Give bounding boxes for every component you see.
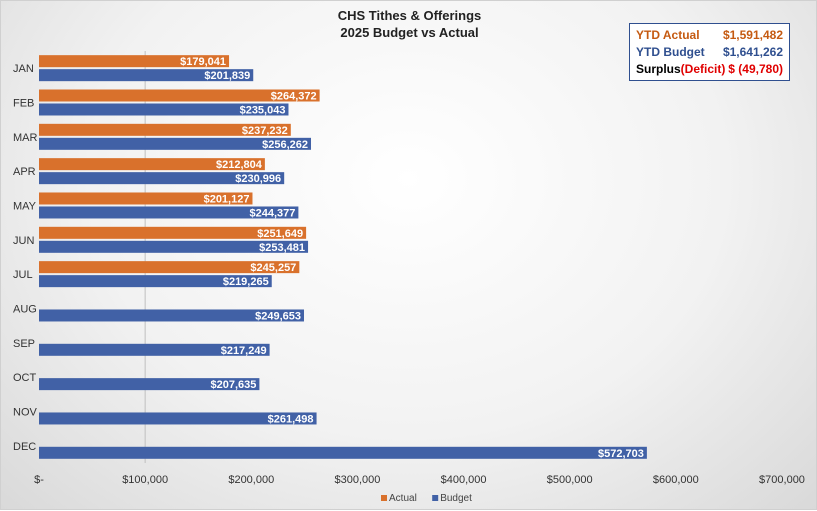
budget-data-label: $201,839 <box>204 70 250 82</box>
actual-bar <box>39 261 300 274</box>
budget-data-label: $217,249 <box>221 345 267 357</box>
deficit-label: (Deficit) <box>680 62 726 76</box>
actual-bar <box>39 89 320 102</box>
budget-data-label: $256,262 <box>262 139 308 151</box>
budget-bar <box>39 103 289 116</box>
surplus-value: $ (49,780) <box>728 62 783 76</box>
actual-data-label: $212,804 <box>216 159 263 171</box>
x-tick-label: $400,000 <box>441 474 487 486</box>
category-label: MAY <box>13 200 37 212</box>
actual-bar <box>39 226 307 239</box>
x-tick-label: $700,000 <box>759 474 805 486</box>
category-label: JUN <box>13 235 34 247</box>
ytd-actual-row: YTD Actual $1,591,482 <box>636 27 783 44</box>
budget-bar <box>39 309 304 322</box>
x-tick-label: $100,000 <box>122 474 168 486</box>
budget-bar <box>39 69 254 82</box>
actual-data-label: $245,257 <box>250 262 296 274</box>
category-label: FEB <box>13 97 34 109</box>
category-label: MAR <box>13 132 38 144</box>
actual-bar <box>39 158 265 171</box>
budget-data-label: $244,377 <box>249 207 295 219</box>
budget-bar <box>39 206 299 219</box>
category-label: AUG <box>13 303 37 315</box>
budget-bar <box>39 378 260 391</box>
ytd-actual-label: YTD Actual <box>636 28 700 42</box>
x-tick-label: $200,000 <box>228 474 274 486</box>
budget-data-label: $219,265 <box>223 276 269 288</box>
actual-data-label: $251,649 <box>257 228 303 240</box>
budget-bar <box>39 446 647 459</box>
category-label: NOV <box>13 406 38 418</box>
budget-bar <box>39 412 317 425</box>
actual-data-label: $201,127 <box>204 193 250 205</box>
budget-data-label: $230,996 <box>235 173 281 185</box>
chart-title: CHS Tithes & Offerings 2025 Budget vs Ac… <box>1 7 817 41</box>
actual-data-label: $179,041 <box>180 56 226 68</box>
actual-legend-swatch <box>381 495 387 501</box>
actual-bar <box>39 192 253 205</box>
chart-title-line-2: 2025 Budget vs Actual <box>340 25 479 40</box>
category-label: DEC <box>13 441 36 453</box>
surplus-deficit-label: Surplus(Deficit) <box>636 61 725 78</box>
surplus-row: Surplus(Deficit) $ (49,780) <box>636 61 783 78</box>
budget-data-label: $207,635 <box>210 379 256 391</box>
x-tick-label: $300,000 <box>334 474 380 486</box>
category-label: APR <box>13 166 36 178</box>
budget-data-label: $235,043 <box>240 104 286 116</box>
budget-data-label: $253,481 <box>259 242 305 254</box>
x-tick-label: $500,000 <box>547 474 593 486</box>
category-label: JAN <box>13 63 34 75</box>
actual-data-label: $264,372 <box>271 90 317 102</box>
budget-legend-label: Budget <box>440 493 472 504</box>
ytd-budget-value: $1,641,262 <box>722 45 783 59</box>
budget-bar <box>39 137 312 150</box>
category-label: SEP <box>13 338 35 350</box>
actual-bar <box>39 55 230 68</box>
actual-legend-label: Actual <box>389 493 417 504</box>
budget-bar <box>39 240 309 253</box>
x-tick-label: $600,000 <box>653 474 699 486</box>
budget-legend-swatch <box>432 495 439 501</box>
actual-data-label: $237,232 <box>242 125 288 137</box>
category-label: OCT <box>13 372 37 384</box>
ytd-summary-box: YTD Actual $1,591,482 YTD Budget $1,641,… <box>629 23 790 81</box>
chart-title-line-1: CHS Tithes & Offerings <box>337 8 482 23</box>
ytd-budget-row: YTD Budget $1,641,262 <box>636 44 783 61</box>
ytd-budget-label: YTD Budget <box>636 45 705 59</box>
surplus-label: Surplus <box>636 62 681 76</box>
category-label: JUL <box>13 269 33 281</box>
x-tick-label: $- <box>34 474 44 486</box>
budget-bar <box>39 275 272 288</box>
ytd-actual-value: $1,591,482 <box>722 28 783 42</box>
budget-data-label: $261,498 <box>268 413 314 425</box>
budget-data-label: $249,653 <box>255 310 301 322</box>
budget-bar <box>39 343 270 356</box>
actual-bar <box>39 123 291 136</box>
budget-bar <box>39 172 285 185</box>
budget-data-label: $572,703 <box>598 448 644 460</box>
